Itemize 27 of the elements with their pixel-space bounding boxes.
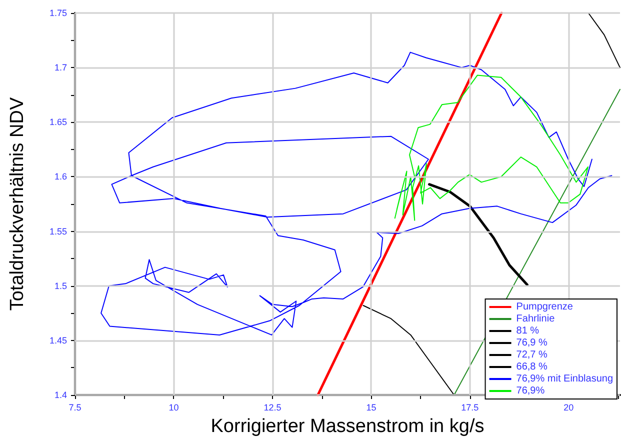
y-tick-label: 1.65: [49, 117, 67, 128]
y-tick-label: 1.45: [49, 335, 67, 346]
x-tick-label: 12.5: [264, 402, 282, 412]
x-axis-title: Korrigierter Massenstrom in kg/s: [210, 416, 484, 437]
line-series: [428, 183, 528, 286]
y-tick-label: 1.6: [54, 172, 67, 182]
x-tick-label: 10: [168, 402, 179, 412]
line-series: [100, 52, 612, 336]
y-tick-label: 1.5: [54, 280, 67, 291]
legend-label: 76,9% mit Einblasung: [516, 374, 614, 384]
x-tick-label: 15: [366, 402, 376, 412]
legend-label: 76,9%: [516, 386, 545, 396]
y-axis-title: Totaldruckverhältnis NDV: [7, 97, 28, 311]
x-tick-label: 7.5: [68, 402, 82, 412]
y-tick-label: 1.7: [54, 62, 67, 73]
y-tick-label: 1.55: [49, 226, 67, 236]
y-tick-label: 1.4: [54, 390, 67, 400]
legend-label: Pumpgrenze: [516, 302, 574, 312]
y-tick-label: 1.75: [49, 8, 67, 18]
x-tick-label: 20: [564, 402, 574, 412]
legend-label: 66,8 %: [516, 362, 548, 372]
line-series: [394, 74, 589, 221]
legend-label: 76,9 %: [516, 338, 548, 348]
legend-label: 81 %: [516, 326, 540, 336]
legend-label: 72,7 %: [516, 350, 548, 360]
x-tick-label: 17.5: [461, 402, 479, 412]
legend-label: Fahrlinie: [516, 314, 556, 324]
